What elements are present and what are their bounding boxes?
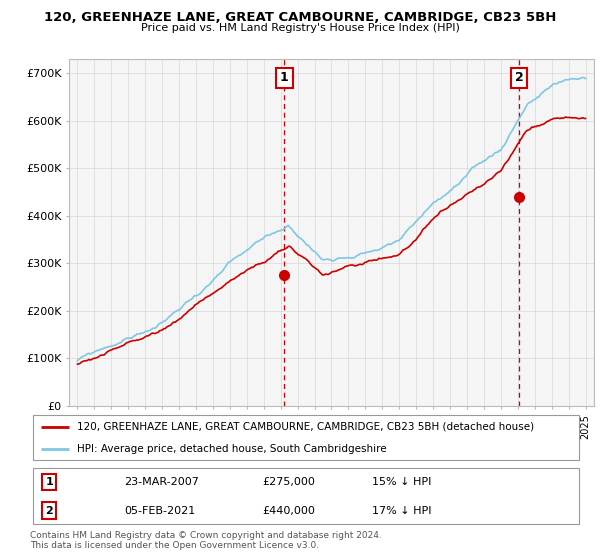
Text: £440,000: £440,000	[262, 506, 315, 516]
Text: £275,000: £275,000	[262, 477, 315, 487]
Text: Contains HM Land Registry data © Crown copyright and database right 2024.
This d: Contains HM Land Registry data © Crown c…	[30, 531, 382, 550]
Text: 120, GREENHAZE LANE, GREAT CAMBOURNE, CAMBRIDGE, CB23 5BH (detached house): 120, GREENHAZE LANE, GREAT CAMBOURNE, CA…	[77, 422, 534, 432]
Text: 120, GREENHAZE LANE, GREAT CAMBOURNE, CAMBRIDGE, CB23 5BH: 120, GREENHAZE LANE, GREAT CAMBOURNE, CA…	[44, 11, 556, 25]
Text: HPI: Average price, detached house, South Cambridgeshire: HPI: Average price, detached house, Sout…	[77, 444, 386, 454]
Text: 23-MAR-2007: 23-MAR-2007	[124, 477, 199, 487]
Text: 2: 2	[515, 71, 524, 85]
FancyBboxPatch shape	[33, 415, 579, 460]
Text: 2: 2	[46, 506, 53, 516]
Text: 15% ↓ HPI: 15% ↓ HPI	[372, 477, 431, 487]
Text: 05-FEB-2021: 05-FEB-2021	[124, 506, 195, 516]
Text: Price paid vs. HM Land Registry's House Price Index (HPI): Price paid vs. HM Land Registry's House …	[140, 23, 460, 33]
Text: 1: 1	[280, 71, 289, 85]
Text: 17% ↓ HPI: 17% ↓ HPI	[372, 506, 432, 516]
Text: 1: 1	[46, 477, 53, 487]
FancyBboxPatch shape	[33, 468, 579, 524]
